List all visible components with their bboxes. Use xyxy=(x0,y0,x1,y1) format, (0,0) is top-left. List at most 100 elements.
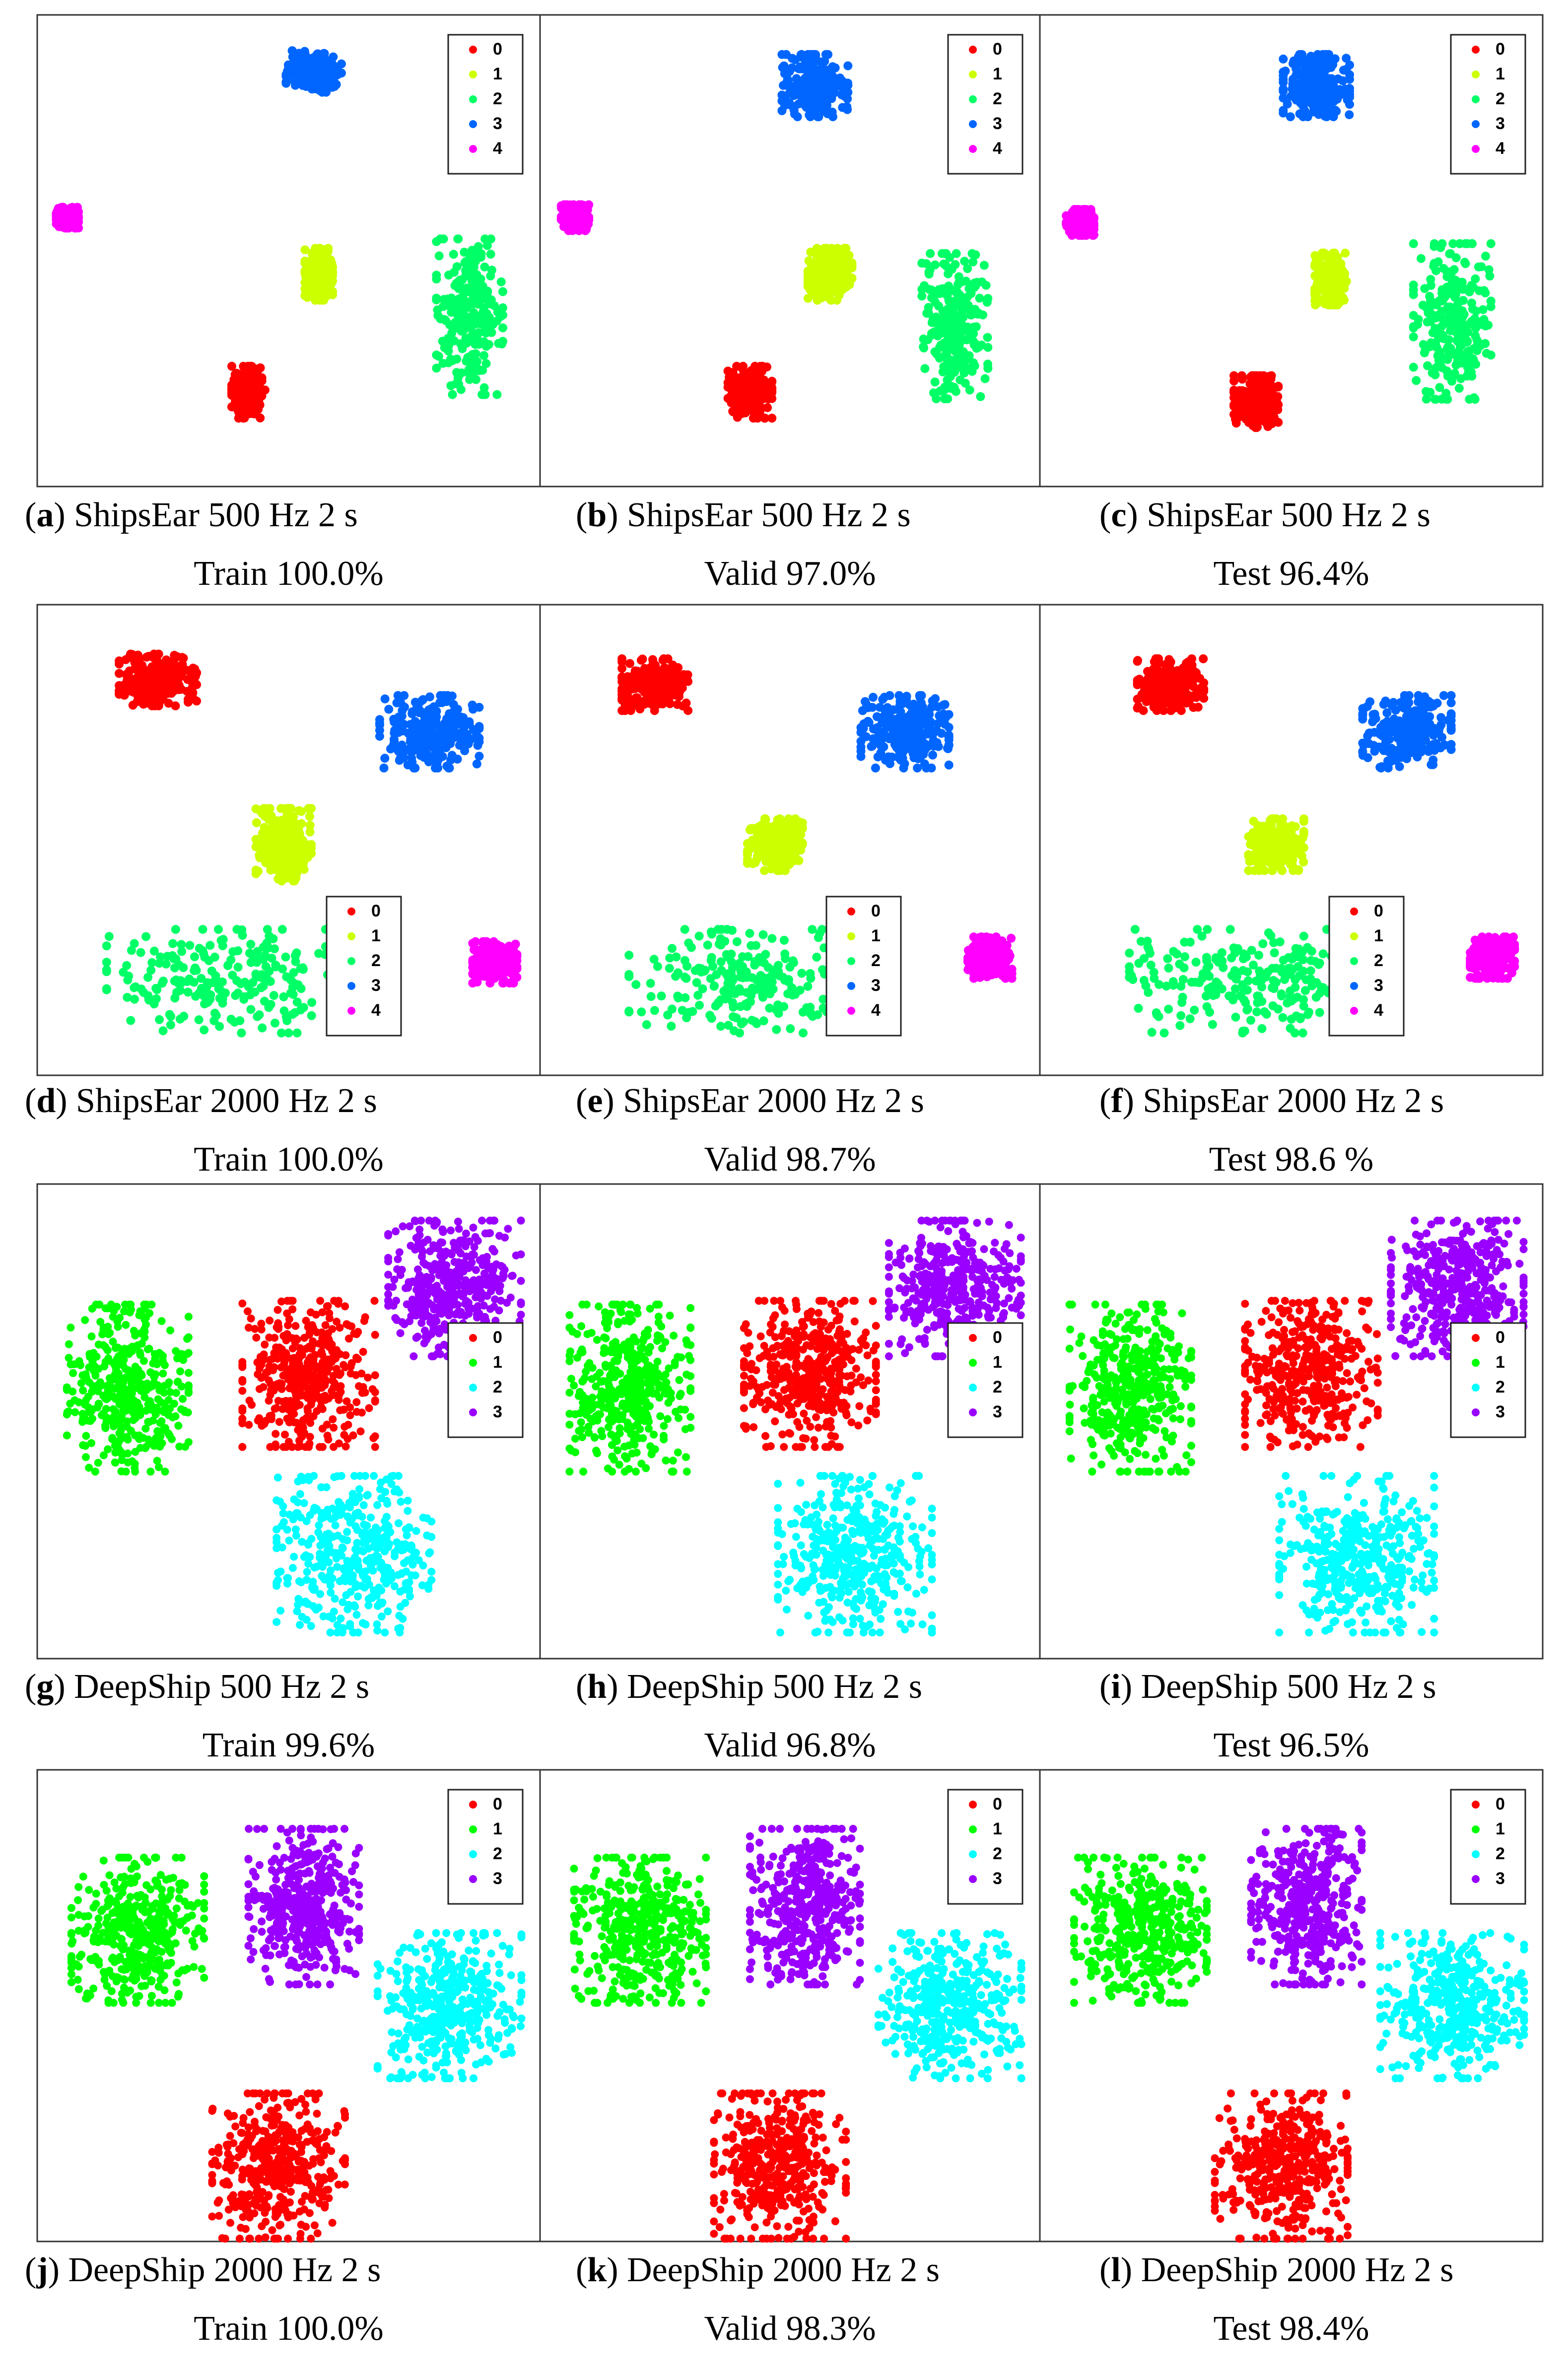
point xyxy=(136,984,146,994)
point xyxy=(458,717,468,726)
point xyxy=(296,1005,305,1015)
point xyxy=(171,925,180,934)
point xyxy=(130,686,139,696)
point xyxy=(967,249,977,258)
legend-marker-4 xyxy=(969,145,977,153)
point xyxy=(167,662,176,672)
panel-letter: d xyxy=(36,1082,56,1120)
legend-label-0: 0 xyxy=(993,40,1002,59)
point xyxy=(1454,384,1464,393)
legend-marker-0 xyxy=(469,46,477,54)
point xyxy=(1458,296,1468,305)
point xyxy=(949,305,958,314)
point xyxy=(1250,387,1259,396)
point xyxy=(729,407,738,417)
point xyxy=(1229,410,1238,419)
cluster-class-1 xyxy=(300,244,338,305)
point xyxy=(752,406,761,415)
point xyxy=(265,967,274,976)
point xyxy=(1409,239,1418,248)
point xyxy=(1247,373,1256,383)
cluster-class-0 xyxy=(1229,371,1283,432)
point xyxy=(154,649,163,659)
point xyxy=(1450,327,1460,336)
point xyxy=(956,352,965,362)
point xyxy=(777,106,787,115)
point xyxy=(281,952,290,962)
point xyxy=(452,379,461,388)
point xyxy=(177,940,186,949)
point xyxy=(307,276,316,285)
point xyxy=(166,1020,175,1030)
point xyxy=(1436,294,1446,304)
point xyxy=(1295,109,1304,119)
point xyxy=(1310,290,1320,300)
point xyxy=(481,359,491,368)
point xyxy=(1325,87,1334,97)
point xyxy=(1486,302,1496,311)
legend-label-0: 0 xyxy=(1496,40,1505,59)
point xyxy=(940,394,949,404)
point-cloud xyxy=(52,46,507,423)
point xyxy=(471,937,480,946)
point xyxy=(930,327,939,337)
point xyxy=(314,70,324,79)
point xyxy=(625,659,634,668)
point xyxy=(495,965,505,974)
point xyxy=(830,282,840,291)
point xyxy=(102,941,111,951)
point xyxy=(1318,53,1327,62)
legend-box xyxy=(447,34,524,175)
legend-box xyxy=(947,34,1023,175)
point xyxy=(969,329,978,339)
point xyxy=(498,979,508,988)
point xyxy=(469,704,477,714)
point xyxy=(192,668,202,678)
point xyxy=(149,663,158,672)
point xyxy=(289,968,298,978)
point xyxy=(1422,387,1431,396)
point xyxy=(777,90,787,100)
point xyxy=(1423,317,1432,327)
point xyxy=(1286,91,1295,101)
point xyxy=(1325,275,1335,284)
point xyxy=(940,338,949,348)
point xyxy=(462,338,472,348)
point xyxy=(263,925,272,934)
point xyxy=(298,836,307,845)
cluster-class-2 xyxy=(432,234,507,399)
point xyxy=(300,245,310,255)
point xyxy=(1462,371,1472,381)
legend-box xyxy=(326,896,402,1037)
point xyxy=(406,734,415,744)
point xyxy=(678,701,687,710)
point xyxy=(498,287,507,296)
legend-label-2: 2 xyxy=(993,89,1002,108)
point xyxy=(1471,306,1481,316)
point xyxy=(1469,393,1479,403)
point xyxy=(146,966,156,975)
point xyxy=(923,335,933,345)
point xyxy=(1436,243,1445,252)
point xyxy=(149,683,158,693)
point xyxy=(1341,248,1350,258)
point xyxy=(1476,341,1485,350)
point xyxy=(458,732,467,741)
point xyxy=(1469,282,1478,292)
legend-label-2: 2 xyxy=(371,951,381,970)
point xyxy=(444,271,453,280)
point xyxy=(304,804,313,813)
point xyxy=(947,265,956,274)
point xyxy=(961,277,970,286)
point xyxy=(310,84,320,93)
legend-marker-2 xyxy=(347,957,355,965)
point xyxy=(1314,280,1323,289)
point xyxy=(281,77,291,87)
point xyxy=(966,310,976,320)
panel-letter: a xyxy=(36,496,54,534)
point xyxy=(1437,322,1446,331)
point xyxy=(230,370,240,379)
